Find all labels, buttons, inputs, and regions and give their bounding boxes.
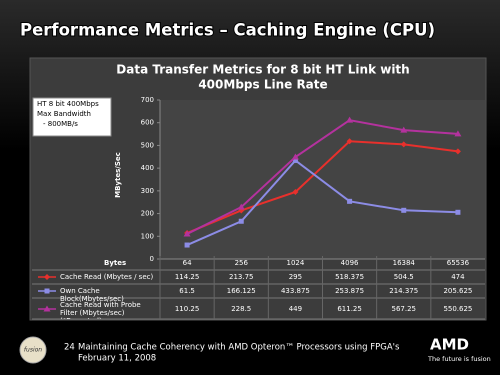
table-value: 213.75: [229, 273, 254, 281]
table-value: 228.5: [231, 305, 251, 313]
footer-date: February 11, 2008: [78, 354, 156, 364]
table-value: 567.25: [392, 305, 417, 313]
fusion-logo-text: fusion: [24, 347, 42, 354]
legend-marker: [43, 305, 51, 312]
series-line: [186, 119, 458, 235]
fusion-logo: [19, 336, 47, 364]
table-value: 114.25: [175, 273, 200, 281]
data-point: [238, 218, 244, 224]
table-value: 205.625: [443, 287, 472, 295]
data-point: [292, 157, 298, 163]
table-value: 504.5: [394, 273, 414, 281]
data-point: [237, 203, 245, 210]
x-tick-label: 256: [235, 259, 249, 267]
y-tick-label: 100: [141, 232, 154, 240]
legend-label: Own Cache Block(Mbytes/sec): [60, 287, 124, 303]
x-tick-label: 16384: [393, 259, 416, 267]
legend-entry: Cache Read with Probe Filter (Mbytes/sec…: [60, 301, 141, 319]
data-point: [292, 188, 299, 195]
data-point: [184, 242, 190, 248]
y-tick-label: 500: [141, 141, 154, 149]
y-axis-label: MBytes/Sec: [114, 152, 122, 198]
y-tick-label: 200: [141, 210, 154, 218]
amd-logo: AMD: [430, 336, 469, 354]
data-point: [454, 148, 461, 155]
data-point: [183, 230, 191, 237]
legend-label: Cache Read with Probe Filter (Mbytes/sec…: [60, 301, 141, 319]
chart-title: 400Mbps Line Rate: [198, 78, 327, 92]
table-value: 611.25: [337, 305, 362, 313]
table-value: 110.25: [175, 305, 200, 313]
legend-entry: Own Cache Block(Mbytes/sec): [60, 287, 124, 303]
y-tick-label: 300: [141, 187, 154, 195]
annotation-box: [32, 97, 112, 137]
data-point: [400, 141, 407, 148]
y-tick-label: 600: [141, 119, 154, 127]
x-tick-label: 4096: [341, 259, 359, 267]
data-point: [401, 207, 407, 213]
table-value: 449: [289, 305, 302, 313]
data-point: [291, 153, 299, 160]
table-value: 214.375: [389, 287, 418, 295]
data-point: [455, 209, 461, 215]
x-tick-label: 64: [183, 259, 192, 267]
series-line: [186, 140, 459, 234]
table-value: 166.125: [227, 287, 256, 295]
data-point: [346, 116, 354, 123]
table-value: 518.375: [335, 273, 364, 281]
x-tick-label: 1024: [287, 259, 305, 267]
data-point: [346, 138, 353, 145]
tagline: The future is fusion: [427, 355, 491, 363]
series-line: [186, 159, 458, 246]
y-tick-label: 0: [150, 255, 154, 263]
table-value: 295: [289, 273, 302, 281]
table-header: Bytes: [104, 259, 126, 267]
footer-text: Maintaining Cache Coherency with AMD Opt…: [78, 343, 400, 353]
data-point: [400, 126, 408, 133]
legend-label: Cache Read (Mbytes / sec): [60, 273, 154, 281]
annotation: Max Bandwidth: [37, 110, 91, 118]
table-value: 474: [451, 273, 465, 281]
table-value: 550.625: [443, 305, 472, 313]
annotation: HT 8 bit 400Mbps: [37, 100, 99, 108]
legend-marker: [44, 288, 50, 294]
y-tick-label: 400: [141, 164, 154, 172]
table-value: 433.875: [281, 287, 310, 295]
legend-entry: Cache Read (Mbytes / sec): [60, 273, 154, 281]
x-tick-label: 65536: [447, 259, 470, 267]
table-value: 253.875: [335, 287, 364, 295]
slide-title: Performance Metrics – Caching Engine (CP…: [20, 21, 435, 40]
data-point: [454, 130, 462, 137]
y-tick-label: 700: [141, 96, 154, 104]
page-number: 24: [64, 343, 75, 353]
chart-title: Data Transfer Metrics for 8 bit HT Link …: [116, 63, 409, 77]
legend-marker: [44, 274, 50, 280]
table-value: 61.5: [179, 287, 195, 295]
data-point: [347, 198, 353, 204]
annotation: - 800MB/s: [43, 120, 78, 128]
